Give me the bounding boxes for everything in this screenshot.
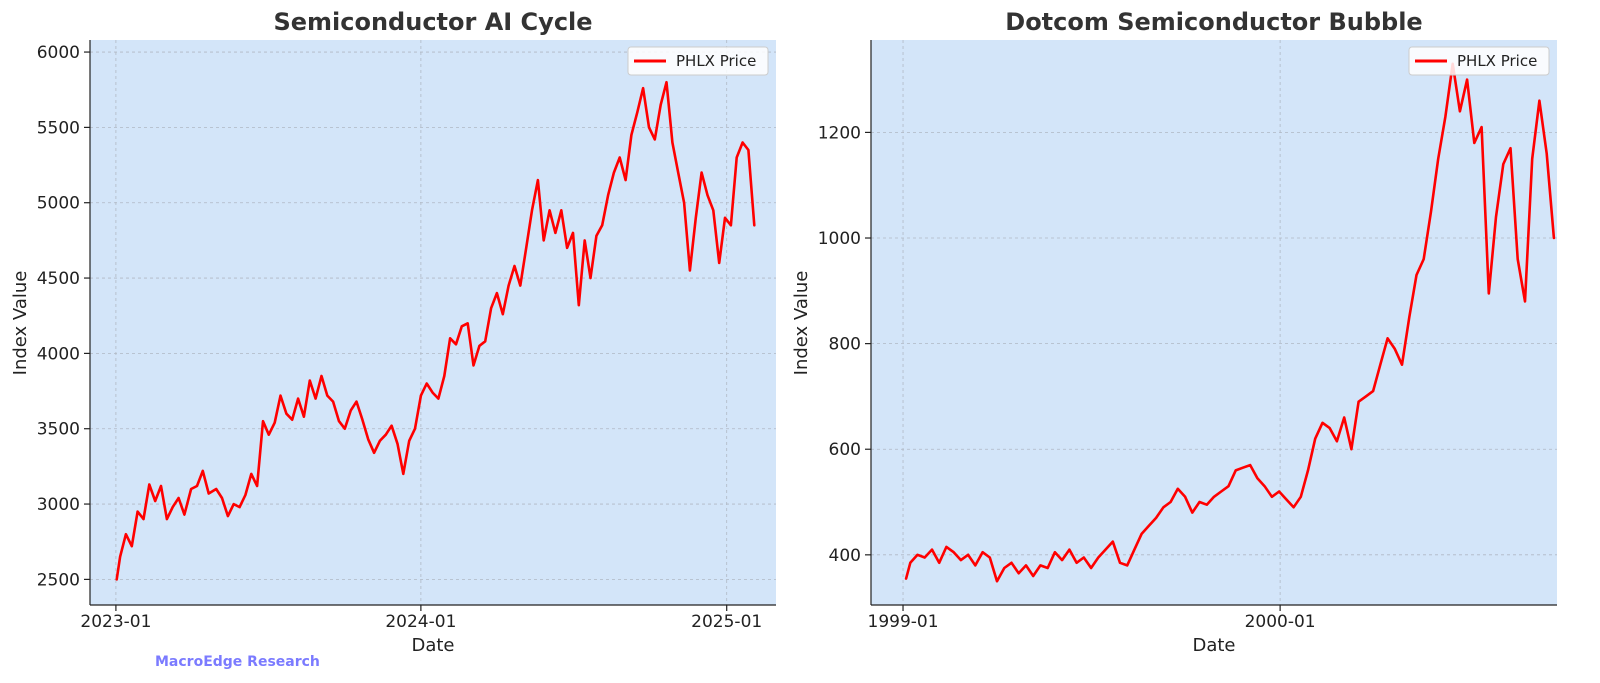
- x-tick-label: 1999-01: [868, 612, 939, 632]
- chart-2-legend-box: [1408, 46, 1550, 76]
- chart-2-x-axis-label: Date: [1192, 635, 1235, 656]
- y-tick-label: 600: [829, 440, 861, 460]
- chart-1-x-axis-label: Date: [411, 635, 454, 656]
- series-line-phlx-price: [904, 62, 1556, 583]
- chart-1-legend-box: [627, 46, 769, 76]
- y-tick-label: 6000: [37, 43, 80, 63]
- x-tick-label: 2000-01: [1245, 612, 1316, 632]
- y-tick-label: 400: [829, 546, 861, 566]
- chart-2-series: [904, 62, 1556, 583]
- chart-1: 2500 3000 3500 4000 4500 5000 5500 6000 2023-01…: [10, 8, 776, 656]
- chart-2-legend: PHLX Price: [1408, 46, 1550, 76]
- chart-1-series: [115, 80, 756, 581]
- watermark: MacroEdge Research: [155, 654, 320, 670]
- chart-2-plot-area: [871, 40, 1557, 605]
- x-tick-label: 2025-01: [691, 612, 762, 632]
- chart-2-legend-label: PHLX Price: [1457, 52, 1537, 70]
- y-tick-label: 800: [829, 335, 861, 355]
- chart-1-plot-area: [90, 40, 776, 605]
- chart-2-x-ticks: 1999-01 2000-01: [868, 605, 1316, 632]
- y-tick-label: 5500: [37, 118, 80, 138]
- chart-1-y-ticks: 2500 3000 3500 4000 4500 5000 5500 6000: [37, 43, 90, 590]
- chart-2-grid: [871, 40, 1557, 605]
- y-tick-label: 3500: [37, 420, 80, 440]
- chart-1-y-axis-label: Index Value: [10, 271, 31, 376]
- y-tick-label: 5000: [37, 194, 80, 214]
- chart-2-y-axis-label: Index Value: [791, 271, 812, 376]
- chart-1-x-ticks: 2023-01 2024-01 2025-01: [80, 605, 762, 632]
- chart-2: 400 600 800 1000 1200 1999-01 2000-01 Dotcom …: [791, 8, 1557, 656]
- y-tick-label: 4500: [37, 269, 80, 289]
- chart-1-legend: PHLX Price: [627, 46, 769, 76]
- chart-1-legend-label: PHLX Price: [676, 52, 756, 70]
- y-tick-label: 1000: [818, 229, 861, 249]
- chart-2-title: Dotcom Semiconductor Bubble: [1005, 8, 1422, 36]
- y-tick-label: 2500: [37, 570, 80, 590]
- chart-1-title: Semiconductor AI Cycle: [273, 8, 592, 36]
- chart-2-y-ticks: 400 600 800 1000 1200: [818, 123, 871, 566]
- chart-1-grid: [90, 40, 776, 605]
- x-tick-label: 2024-01: [385, 612, 456, 632]
- y-tick-label: 1200: [818, 123, 861, 143]
- y-tick-label: 3000: [37, 495, 80, 515]
- y-tick-label: 4000: [37, 344, 80, 364]
- x-tick-label: 2023-01: [80, 612, 151, 632]
- series-line-phlx-price: [115, 80, 756, 581]
